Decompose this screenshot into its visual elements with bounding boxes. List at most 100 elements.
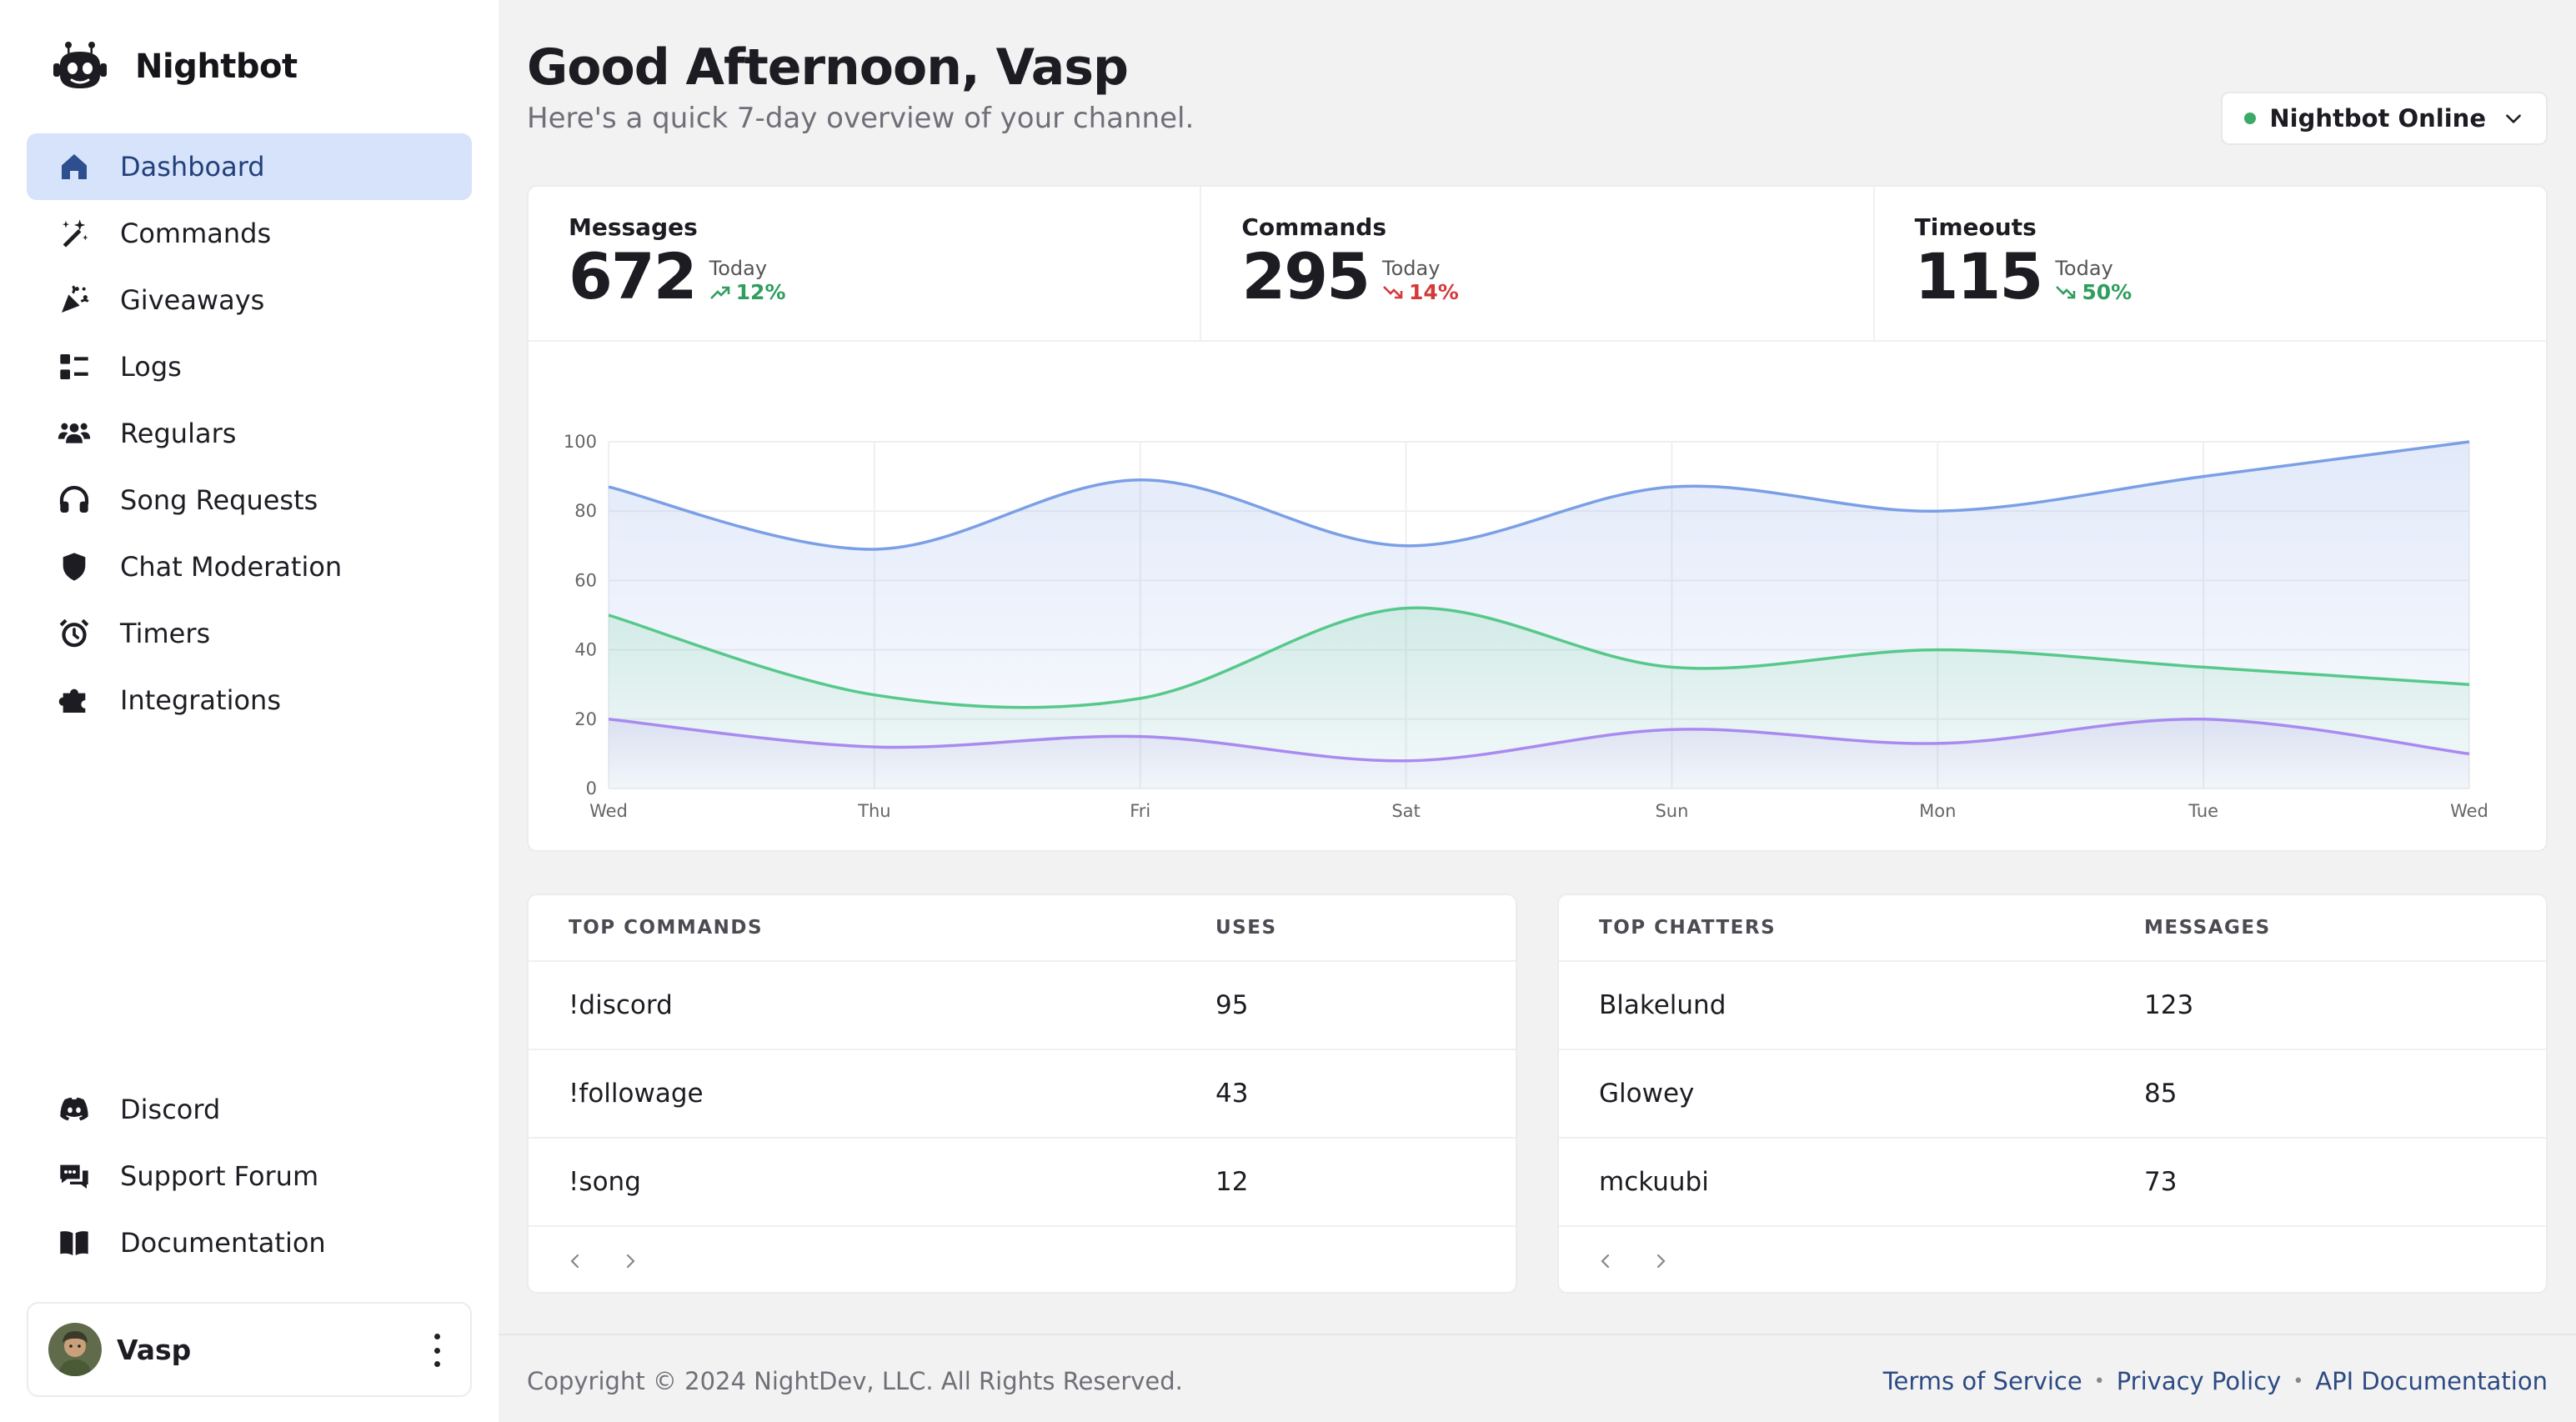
separator: • [2093,1370,2105,1392]
column-header[interactable]: USES [1215,917,1277,939]
stat-value: 672 [569,239,698,313]
next-page-button[interactable] [1637,1238,1684,1284]
x-tick-label: Sun [1655,801,1688,821]
alarm-clock-icon [57,616,92,651]
nav-item-documentation[interactable]: Documentation [27,1209,472,1276]
series-0-line [608,440,2470,551]
brand[interactable]: Nightbot [50,37,298,97]
stat-timeouts: Timeouts 115 Today 50% [1875,187,2546,340]
nav-label: Discord [120,1094,221,1125]
y-tick-label: 100 [564,432,597,452]
chatter-name: Glowey [1599,1079,1695,1109]
x-tick-label: Mon [1919,801,1956,821]
chevron-down-icon [2506,114,2521,123]
table-row[interactable]: !discord 95 [529,962,1516,1050]
nav-item-commands[interactable]: Commands [27,200,472,267]
nav-label: Chat Moderation [120,551,343,583]
stat-change: 12% [709,280,786,304]
nav-label: Timers [120,618,211,649]
api-docs-link[interactable]: API Documentation [2315,1367,2548,1395]
nightbot-logo-icon [53,42,107,88]
stat-today-label: Today [2055,257,2113,280]
page-subtitle: Here's a quick 7-day overview of your ch… [527,102,1195,135]
command-uses: 95 [1215,990,1249,1020]
command-uses: 43 [1215,1079,1249,1109]
nav-item-song-requests[interactable]: Song Requests [27,467,472,533]
nav-item-timers[interactable]: Timers [27,600,472,667]
nav-label: Logs [120,351,182,383]
nav-item-giveaways[interactable]: Giveaways [27,267,472,333]
prev-page-button[interactable] [1582,1238,1629,1284]
stat-today-label: Today [1381,257,1441,280]
chatter-messages: 73 [2144,1167,2178,1197]
stat-today-label: Today [709,257,768,280]
bot-status-dropdown[interactable]: Nightbot Online [2221,92,2548,145]
nav-label: Integrations [120,684,281,716]
x-tick-label: Thu [857,801,890,821]
y-tick-label: 60 [574,570,597,590]
y-tick-label: 20 [574,709,597,729]
status-label: Nightbot Online [2269,104,2486,133]
x-tick-label: Fri [1130,801,1150,821]
stat-title: Messages [569,213,698,241]
nav-item-chat-moderation[interactable]: Chat Moderation [27,533,472,600]
chevron-left-icon [570,1254,579,1269]
chevron-right-icon [626,1254,635,1269]
chatter-name: mckuubi [1599,1167,1709,1197]
y-tick-label: 40 [574,640,597,660]
table-row[interactable]: !followage 43 [529,1050,1516,1139]
terms-link[interactable]: Terms of Service [1882,1367,2082,1395]
nav-label: Giveaways [120,284,265,316]
stat-change: 50% [2055,280,2132,304]
y-tick-label: 0 [586,779,597,799]
list-icon [57,349,92,384]
more-options-icon[interactable] [428,1334,445,1367]
table-row[interactable]: !song 12 [529,1139,1516,1227]
chat-bubbles-icon [57,1159,92,1194]
activity-chart-svg: 0 20 40 60 80 100 Wed Thu Fri Sat Sun Mon Tue Wed [564,432,2488,821]
column-header[interactable]: TOP COMMANDS [569,917,764,939]
privacy-link[interactable]: Privacy Policy [2116,1367,2282,1395]
user-name: Vasp [117,1333,192,1366]
main-content: Good Afternoon, Vasp Here's a quick 7-da… [499,0,2576,1422]
puzzle-icon [57,683,92,718]
chevron-left-icon [1601,1254,1610,1269]
column-header[interactable]: MESSAGES [2144,917,2271,939]
trend-down-icon [1383,285,1403,298]
nav-label: Song Requests [120,484,318,516]
column-header[interactable]: TOP CHATTERS [1599,917,1777,939]
nav-label: Documentation [120,1227,326,1259]
main-nav: Dashboard Commands Giveaways Logs Regula… [27,133,472,734]
chevron-right-icon [1656,1254,1666,1269]
command-uses: 12 [1215,1167,1249,1197]
nav-item-integrations[interactable]: Integrations [27,667,472,734]
separator: • [2293,1370,2304,1392]
user-menu[interactable]: Vasp [27,1302,472,1397]
sidebar: Nightbot Dashboard Commands Giveaways Lo… [0,0,499,1422]
trend-up-icon [709,286,729,299]
prev-page-button[interactable] [552,1238,599,1284]
secondary-nav: Discord Support Forum Documentation [27,1076,472,1276]
next-page-button[interactable] [607,1238,654,1284]
command-name: !followage [569,1079,704,1109]
page-title: Good Afternoon, Vasp [527,38,1129,97]
avatar [48,1323,102,1376]
magic-wand-icon [57,216,92,251]
footer-links: Terms of Service • Privacy Policy • API … [1883,1367,2548,1395]
table-row[interactable]: Blakelund 123 [1559,962,2546,1050]
users-icon [57,416,92,451]
trend-down-icon [2056,285,2076,298]
table-row[interactable]: mckuubi 73 [1559,1139,2546,1227]
x-tick-label: Tue [2188,801,2218,821]
party-popper-icon [57,283,92,318]
series-2-line [608,717,2470,763]
overview-card: Messages 672 Today 12% Commands 295 [527,185,2548,852]
nav-item-support-forum[interactable]: Support Forum [27,1143,472,1209]
nav-item-dashboard[interactable]: Dashboard [27,133,472,200]
nav-item-regulars[interactable]: Regulars [27,400,472,467]
y-tick-label: 80 [574,501,597,521]
nav-item-discord[interactable]: Discord [27,1076,472,1143]
nav-item-logs[interactable]: Logs [27,333,472,400]
table-row[interactable]: Glowey 85 [1559,1050,2546,1139]
top-commands-table: TOP COMMANDS USES !discord 95 !followage… [527,894,1517,1294]
